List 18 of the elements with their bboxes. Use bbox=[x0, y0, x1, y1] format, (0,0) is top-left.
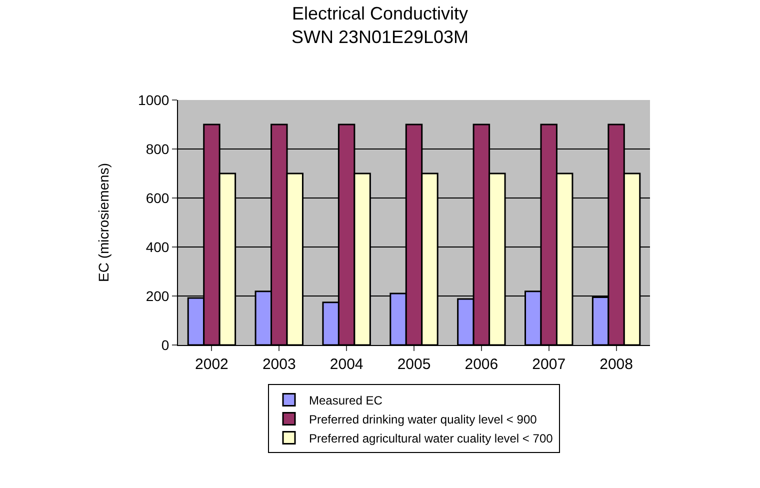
x-tick-label: 2007 bbox=[532, 356, 566, 373]
x-tick-label: 2008 bbox=[600, 356, 633, 373]
legend-label: Preferred drinking water quality level < 900 bbox=[309, 412, 538, 426]
y-tick-label: 800 bbox=[146, 140, 170, 157]
x-tick-label: 2004 bbox=[330, 356, 364, 373]
chart-title: Electrical Conductivity SWN 23N01E29L03M bbox=[291, 4, 469, 47]
x-tick-label: 2003 bbox=[262, 356, 296, 373]
x-tick-label: 2005 bbox=[397, 356, 431, 373]
x-tick-label: 2002 bbox=[195, 356, 228, 373]
y-axis-title: EC (microsiemens) bbox=[96, 162, 112, 282]
y-tick-label: 0 bbox=[161, 336, 170, 353]
legend-label: Measured EC bbox=[309, 393, 383, 408]
x-tick-label: 2006 bbox=[464, 356, 498, 373]
legend-label: Preferred agricultural water cuality level < 700 bbox=[309, 431, 554, 446]
y-tick-label: 600 bbox=[146, 190, 170, 206]
y-tick-label: 200 bbox=[146, 288, 170, 304]
y-tick-label: 1000 bbox=[138, 92, 170, 108]
y-tick-label: 400 bbox=[146, 238, 170, 255]
